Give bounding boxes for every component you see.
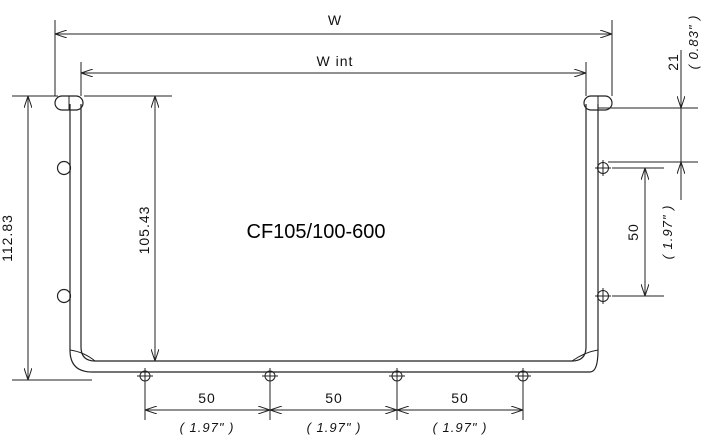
dim-height-outer: 112.83 [0, 95, 92, 381]
right-hole-lower [595, 288, 611, 304]
bottom-hole-4 [515, 368, 531, 384]
dim-bottom-pitch-1-inch: ( 1.97" ) [180, 420, 235, 435]
model-title: CF105/100-600 [247, 221, 386, 243]
dim-w-int: W int [80, 53, 587, 96]
left-hole-upper [56, 160, 72, 176]
dim-top-offset: 21 ( 0.83" ) [598, 15, 701, 200]
left-hole-lower [56, 288, 72, 304]
dim-top-offset-label: 21 [665, 53, 681, 71]
bottom-hole-3 [389, 368, 405, 384]
dim-bottom-pitch-3-label: 50 [451, 390, 469, 406]
dim-bottom-pitches: 50 ( 1.97" ) 50 ( 1.97" ) 50 ( 1.97" ) [144, 384, 524, 435]
dim-side-pitch-inch: ( 1.97" ) [660, 205, 675, 260]
right-hole-upper [595, 160, 611, 176]
dim-w: W [54, 12, 613, 96]
dim-side-pitch: 50 ( 1.97" ) [612, 167, 675, 297]
dim-bottom-pitch-1-label: 50 [198, 390, 216, 406]
dim-top-offset-inch: ( 0.83" ) [686, 15, 701, 70]
dim-w-int-label: W int [317, 53, 354, 69]
bottom-hole-2 [262, 368, 278, 384]
dim-height-inner: 105.43 [84, 95, 172, 361]
dim-bottom-pitch-2-label: 50 [325, 390, 343, 406]
dim-w-label: W [328, 12, 342, 28]
bottom-hole-1 [137, 368, 153, 384]
profile-outline [69, 104, 599, 373]
dim-bottom-pitch-2-inch: ( 1.97" ) [307, 420, 362, 435]
dim-height-outer-label: 112.83 [0, 214, 15, 262]
dim-bottom-pitch-3-inch: ( 1.97" ) [433, 420, 488, 435]
dim-side-pitch-label: 50 [625, 223, 641, 241]
dim-height-inner-label: 105.43 [136, 206, 152, 255]
